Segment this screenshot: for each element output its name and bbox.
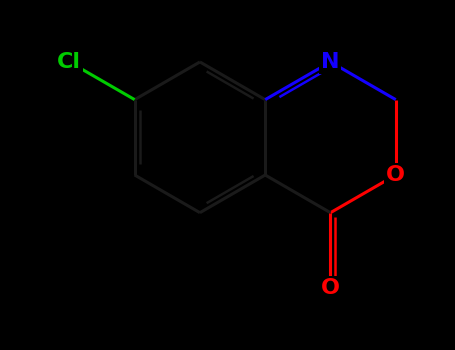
Text: N: N [321,52,340,72]
Text: O: O [386,165,405,185]
Text: O: O [321,278,340,298]
Text: Cl: Cl [57,52,81,72]
